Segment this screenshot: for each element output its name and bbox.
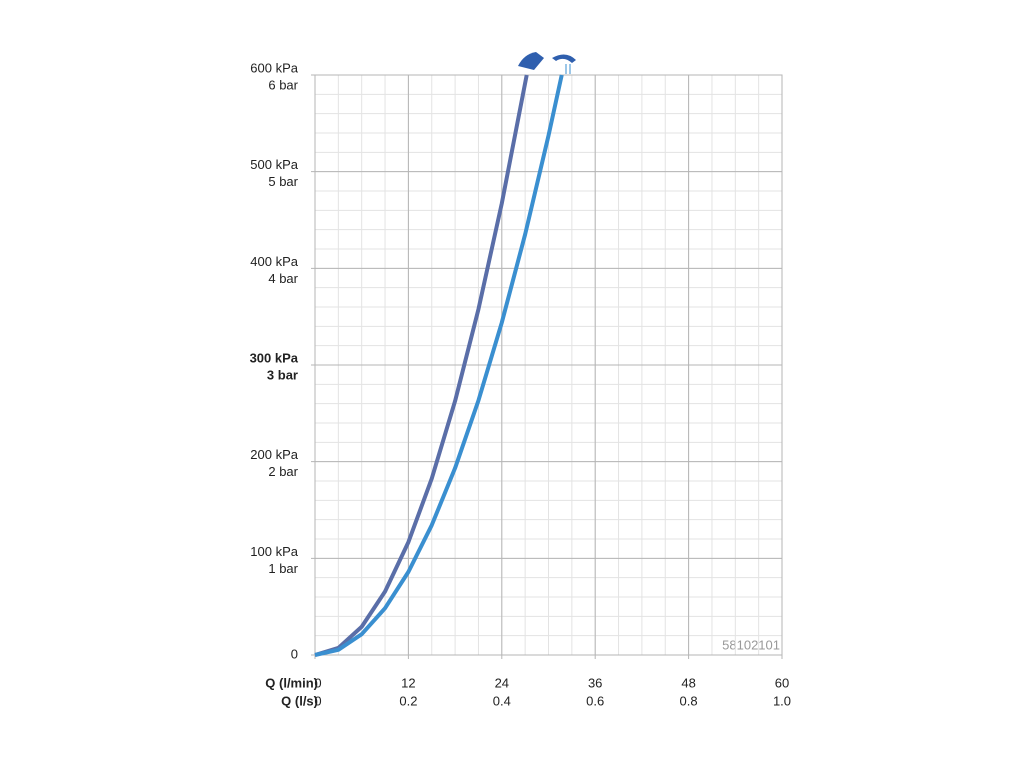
y-tick-label: 500 kPa <box>250 157 298 172</box>
x-tick-label: 24 <box>495 675 509 690</box>
x-tick-label: 12 <box>401 675 415 690</box>
annotation: 58102101 <box>722 637 780 652</box>
grid: 0 100 kPa 200 kPa 300 kPa 400 kPa 500 kPa 600 … <box>250 60 791 708</box>
curve <box>314 74 564 657</box>
data <box>314 74 564 657</box>
x-axis-label: Q (l/min) <box>265 675 318 690</box>
x2-tick-label: 0.8 <box>680 693 698 708</box>
x2-tick-label: 1.0 <box>773 693 791 708</box>
y-tick-label: 300 kPa <box>250 350 299 365</box>
x-tick-label: 48 <box>681 675 695 690</box>
x-tick-label: 36 <box>588 675 602 690</box>
y-tick-label-bar: 4 bar <box>268 271 298 286</box>
plot-border <box>314 74 783 656</box>
x2-tick-label: 0.6 <box>586 693 604 708</box>
x2-tick-label: 0 <box>314 693 321 708</box>
x2-tick-label: 0.4 <box>493 693 511 708</box>
y-tick-label-bar: 2 bar <box>268 464 298 479</box>
hand-shower-icon <box>518 52 544 70</box>
y-tick-label: 400 kPa <box>250 254 298 269</box>
y-tick-label-bar: 6 bar <box>268 77 298 92</box>
curve <box>314 74 529 657</box>
y-tick-label: 600 kPa <box>250 60 298 75</box>
x2-tick-label: 0.2 <box>399 693 417 708</box>
y-tick-label: 200 kPa <box>250 447 298 462</box>
y-tick-label: 100 kPa <box>250 544 298 559</box>
x-tick-label: 60 <box>775 675 789 690</box>
x2-axis-label: Q (l/s) <box>281 693 318 708</box>
head-shower-icon <box>552 54 576 63</box>
y-tick-label: 0 <box>291 646 298 661</box>
shower-icons <box>518 52 576 74</box>
y-tick-label-bar: 3 bar <box>267 367 298 382</box>
y-tick-label-bar: 5 bar <box>268 174 298 189</box>
y-tick-label-bar: 1 bar <box>268 561 298 576</box>
x-tick-label: 0 <box>314 675 321 690</box>
